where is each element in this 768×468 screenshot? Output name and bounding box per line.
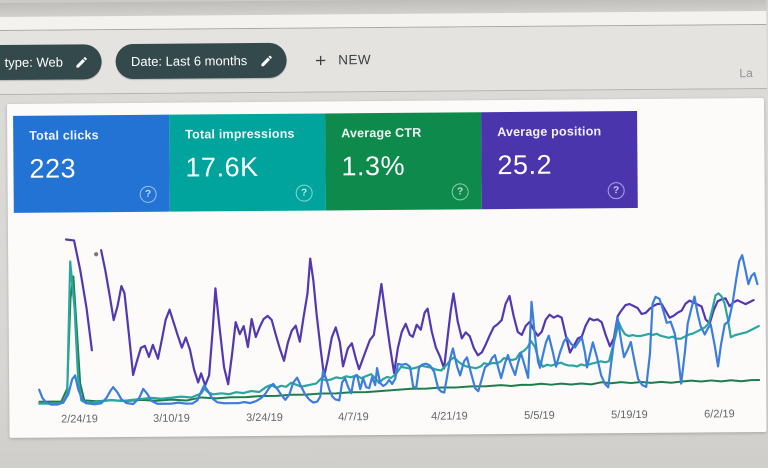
help-icon[interactable]: ? xyxy=(451,183,469,201)
x-tick-label: 6/2/19 xyxy=(704,408,735,420)
help-icon[interactable]: ? xyxy=(139,185,157,203)
chart-area: 2/24/19 3/10/19 3/24/19 4/7/19 4/21/19 5/5/19… xyxy=(8,221,767,432)
series-line-clicks xyxy=(38,254,759,406)
help-icon[interactable]: ? xyxy=(295,184,313,202)
truncated-right-text: La xyxy=(739,66,753,81)
metric-value: 223 xyxy=(29,153,77,184)
screen-speck xyxy=(94,252,99,257)
x-tick-label: 2/24/19 xyxy=(61,413,98,425)
series-line-position xyxy=(100,249,755,387)
filter-chip-label: Date: Last 6 months xyxy=(130,53,248,69)
metric-label: Average CTR xyxy=(341,125,422,141)
metric-label: Total clicks xyxy=(29,128,99,143)
edit-pencil-icon[interactable] xyxy=(259,53,273,67)
x-tick-label: 5/5/19 xyxy=(524,410,555,422)
x-tick-label: 5/19/19 xyxy=(611,409,648,421)
plus-icon xyxy=(312,52,328,68)
performance-chart[interactable]: 2/24/19 3/10/19 3/24/19 4/7/19 4/21/19 5/5/19… xyxy=(30,221,762,432)
x-tick-label: 4/21/19 xyxy=(431,410,468,422)
new-filter-button[interactable]: NEW xyxy=(312,52,371,68)
metric-value: 17.6K xyxy=(185,151,259,183)
help-icon[interactable]: ? xyxy=(607,182,625,200)
metric-card-average-position[interactable]: Average position 25.2 ? xyxy=(481,111,638,210)
metric-card-total-impressions[interactable]: Total impressions 17.6K ? xyxy=(169,113,326,212)
series-line-position xyxy=(64,238,94,352)
metric-label: Total impressions xyxy=(185,126,295,142)
new-filter-label: NEW xyxy=(338,52,372,68)
metric-card-average-ctr[interactable]: Average CTR 1.3% ? xyxy=(325,112,482,211)
filter-bar: type: Web Date: Last 6 months NEW La xyxy=(0,24,767,95)
x-tick-label: 4/7/19 xyxy=(338,411,369,423)
metric-label: Average position xyxy=(497,124,602,140)
filter-chip-label: type: Web xyxy=(4,54,63,70)
filter-chip-date-range[interactable]: Date: Last 6 months xyxy=(115,42,287,80)
filter-chip-search-type[interactable]: type: Web xyxy=(0,44,103,81)
metric-card-total-clicks[interactable]: Total clicks 223 ? xyxy=(13,114,170,213)
edit-pencil-icon[interactable] xyxy=(75,55,89,69)
x-tick-label: 3/24/19 xyxy=(246,412,283,424)
metric-value: 25.2 xyxy=(497,149,553,181)
series-line-impressions xyxy=(38,260,760,405)
metric-value: 1.3% xyxy=(341,150,406,182)
summary-cards-row: Total clicks 223 ? Total impressions 17.… xyxy=(7,98,765,213)
performance-panel: Total clicks 223 ? Total impressions 17.… xyxy=(6,98,767,438)
x-tick-label: 3/10/19 xyxy=(153,413,190,425)
